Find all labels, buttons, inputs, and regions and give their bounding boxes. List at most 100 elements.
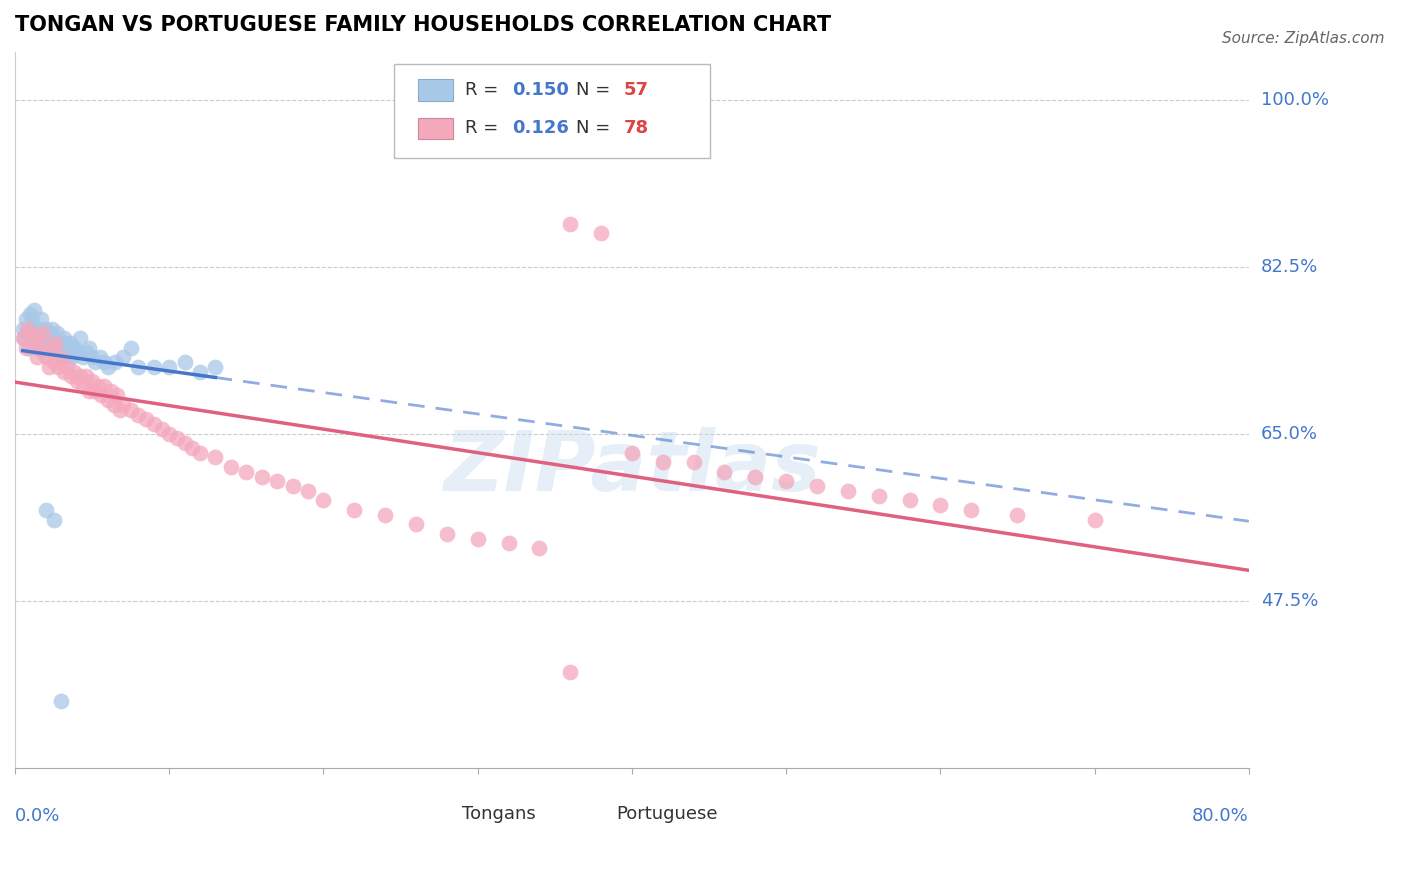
Point <box>157 359 180 374</box>
Text: 47.5%: 47.5% <box>1261 591 1319 609</box>
Point <box>31 326 53 341</box>
Text: 57: 57 <box>623 81 648 99</box>
Text: 65.0%: 65.0% <box>1261 425 1319 442</box>
Point <box>84 384 107 398</box>
Point <box>929 498 952 512</box>
Point <box>93 355 115 369</box>
Point <box>46 345 69 359</box>
Text: 80.0%: 80.0% <box>1192 807 1249 825</box>
Point <box>46 359 69 374</box>
Point <box>77 384 100 398</box>
Point <box>59 369 82 384</box>
Point <box>52 351 75 365</box>
Point <box>14 312 37 326</box>
Point <box>53 331 76 345</box>
Point <box>235 465 257 479</box>
Point <box>13 331 35 345</box>
Point <box>713 465 735 479</box>
Text: 0.126: 0.126 <box>512 120 569 137</box>
Point <box>69 331 91 345</box>
Point <box>66 345 89 359</box>
Point <box>25 341 48 355</box>
Point <box>111 398 134 412</box>
Point <box>93 379 115 393</box>
Point <box>127 359 149 374</box>
Point <box>204 359 226 374</box>
Point <box>62 365 84 379</box>
Text: Tongans: Tongans <box>461 805 536 823</box>
Point <box>11 321 34 335</box>
Point <box>56 345 79 359</box>
Point <box>72 351 94 365</box>
Point <box>22 335 45 350</box>
Point <box>77 341 100 355</box>
Point <box>42 512 65 526</box>
FancyBboxPatch shape <box>419 118 453 139</box>
Point <box>204 450 226 465</box>
Text: 78: 78 <box>623 120 648 137</box>
Point <box>111 351 134 365</box>
Point <box>15 321 38 335</box>
Text: N =: N = <box>576 81 616 99</box>
Point <box>82 351 104 365</box>
Point <box>27 321 49 335</box>
Point <box>297 483 319 498</box>
Point <box>188 365 211 379</box>
Point <box>72 379 94 393</box>
Point <box>173 436 195 450</box>
Point <box>66 374 89 388</box>
Point <box>105 388 128 402</box>
Text: 82.5%: 82.5% <box>1261 258 1319 276</box>
Text: Source: ZipAtlas.com: Source: ZipAtlas.com <box>1222 31 1385 46</box>
Point <box>11 331 34 345</box>
Point <box>343 503 366 517</box>
Point <box>38 359 60 374</box>
Point <box>42 355 65 369</box>
Point <box>41 321 63 335</box>
Point <box>69 369 91 384</box>
Point <box>127 408 149 422</box>
Point <box>529 541 551 556</box>
Point <box>15 326 38 341</box>
Point <box>20 321 42 335</box>
Text: R =: R = <box>465 81 505 99</box>
Point <box>1007 508 1029 522</box>
Point <box>62 341 84 355</box>
Point <box>44 341 66 355</box>
Point <box>56 359 79 374</box>
Point <box>51 341 73 355</box>
Point <box>436 526 458 541</box>
Point <box>21 312 44 326</box>
Point <box>150 422 173 436</box>
Point <box>219 460 242 475</box>
Point <box>51 694 73 708</box>
Point <box>58 351 80 365</box>
Text: 100.0%: 100.0% <box>1261 91 1329 109</box>
Point <box>60 351 83 365</box>
Point <box>1084 512 1107 526</box>
Point <box>37 341 59 355</box>
Point <box>45 326 67 341</box>
Point <box>181 441 204 455</box>
Point <box>38 326 60 341</box>
Point <box>560 217 582 231</box>
Point <box>25 351 48 365</box>
Point <box>120 341 142 355</box>
Point <box>75 369 97 384</box>
Point <box>89 351 111 365</box>
Point <box>560 665 582 680</box>
Point <box>960 503 983 517</box>
Point <box>96 359 118 374</box>
Point <box>188 446 211 460</box>
Point <box>75 345 97 359</box>
Point <box>651 455 673 469</box>
Point <box>166 431 188 445</box>
Point <box>20 326 42 341</box>
Point <box>18 341 41 355</box>
Point <box>142 359 165 374</box>
Point <box>806 479 828 493</box>
FancyBboxPatch shape <box>429 805 456 823</box>
Point <box>104 355 127 369</box>
Point <box>35 351 58 365</box>
Point <box>51 351 73 365</box>
